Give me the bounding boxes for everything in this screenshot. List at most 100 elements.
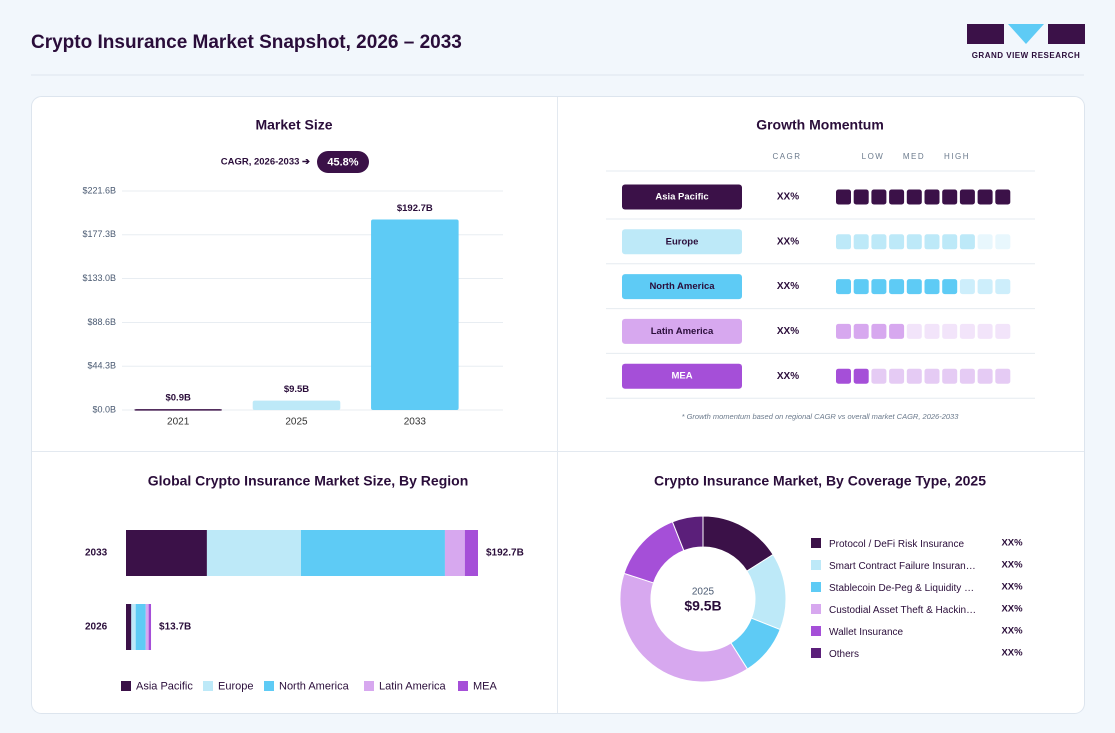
momentum-cell-empty [924, 323, 940, 339]
region-name: Latin America [651, 326, 714, 337]
legend-swatch [811, 626, 821, 636]
y-category-label: 2033 [85, 548, 108, 559]
donut-slice [671, 515, 704, 552]
column-header: CAGR [772, 152, 801, 161]
region-pill [622, 229, 742, 255]
bar-segment [126, 530, 207, 576]
bar-segment [148, 604, 152, 650]
legend-label: Stablecoin De-Peg & Liquidity … [829, 583, 974, 594]
column-header: MED [903, 152, 925, 161]
region-name: Asia Pacific [655, 192, 708, 203]
momentum-cell [836, 323, 851, 339]
legend-swatch [811, 560, 821, 570]
momentum-cell-empty [995, 279, 1011, 295]
y-tick-label: $221.6B [82, 185, 116, 195]
momentum-cell [853, 368, 869, 384]
region-name: Europe [666, 236, 699, 247]
footnote: * Growth momentum based on regional CAGR… [682, 412, 960, 421]
logo-triangle [1008, 24, 1044, 44]
share-label: XX% [1001, 582, 1023, 593]
region-pill [622, 363, 742, 389]
x-tick-label: 2033 [404, 417, 427, 428]
value-label: $0.9B [165, 393, 190, 404]
cagr-label: CAGR, 2026-2033 ➔ [221, 157, 311, 168]
legend-label: Wallet Insurance [829, 627, 904, 638]
legend-label: Others [829, 649, 859, 660]
logo-text: GRAND VIEW RESEARCH [972, 51, 1081, 60]
momentum-cell-empty [871, 368, 887, 384]
y-tick-label: $88.6B [87, 317, 116, 327]
total-label: $192.7B [486, 548, 524, 559]
x-tick-label: 2021 [167, 417, 190, 428]
legend-swatch [203, 681, 213, 691]
momentum-cell [853, 234, 869, 250]
chart-title: Growth Momentum [756, 117, 884, 133]
logo-block [1048, 24, 1085, 44]
momentum-cell [995, 189, 1011, 205]
legend-label: Latin America [379, 680, 447, 692]
momentum-cell [924, 234, 940, 250]
bar-segment [444, 530, 465, 576]
chart-title: Crypto Insurance Market, By Coverage Typ… [654, 473, 986, 489]
momentum-cell [889, 323, 905, 339]
momentum-cell [906, 189, 922, 205]
momentum-cell-empty [977, 368, 993, 384]
cagr-cell: XX% [777, 326, 799, 337]
momentum-cell [906, 279, 922, 295]
bar-segment [135, 604, 146, 650]
center-label: 2025 [692, 587, 715, 598]
bar-segment [464, 530, 478, 576]
share-label: XX% [1001, 538, 1023, 549]
momentum-cell-empty [959, 368, 975, 384]
bar-segment [126, 604, 132, 650]
cagr-cell: XX% [777, 281, 799, 292]
legend-label: Europe [218, 680, 253, 692]
share-label: XX% [1001, 626, 1023, 637]
share-label: XX% [1001, 604, 1023, 615]
legend-label: Asia Pacific [136, 680, 193, 692]
momentum-cell [836, 368, 851, 384]
legend-swatch [811, 582, 821, 592]
chart-title: Market Size [255, 117, 332, 133]
bar-segment [131, 604, 136, 650]
cagr-badge [317, 151, 369, 173]
bar-segment [206, 530, 301, 576]
momentum-cell [871, 189, 887, 205]
bar-segment [300, 530, 445, 576]
bar-segment [145, 604, 149, 650]
cagr-cell: XX% [777, 236, 799, 247]
value-label: $192.7B [397, 203, 433, 214]
momentum-cell [889, 279, 905, 295]
y-tick-label: $44.3B [87, 361, 116, 371]
momentum-cell [836, 234, 851, 250]
momentum-cell [853, 189, 869, 205]
momentum-cell [942, 234, 958, 250]
momentum-cell [906, 234, 922, 250]
column-header: HIGH [944, 152, 970, 161]
y-tick-label: $133.0B [82, 273, 116, 283]
legend-label: Protocol / DeFi Risk Insurance [829, 539, 964, 550]
legend-label: Smart Contract Failure Insuran… [829, 561, 976, 572]
y-tick-label: $0.0B [92, 404, 116, 414]
momentum-cell-empty [995, 323, 1011, 339]
region-pill [622, 318, 742, 344]
momentum-cell-empty [906, 368, 922, 384]
momentum-cell [889, 189, 905, 205]
momentum-cell [871, 234, 887, 250]
momentum-cell [836, 279, 851, 295]
momentum-cell-empty [995, 368, 1011, 384]
momentum-cell [871, 323, 887, 339]
chart-title: Global Crypto Insurance Market Size, By … [148, 473, 469, 489]
logo-block [967, 24, 1004, 44]
bar [371, 219, 459, 410]
y-category-label: 2026 [85, 622, 108, 633]
momentum-cell [942, 189, 958, 205]
momentum-cell [871, 279, 887, 295]
region-pill [622, 274, 742, 300]
bar [252, 400, 341, 410]
cagr-cell: XX% [777, 371, 799, 382]
momentum-cell-empty [942, 323, 958, 339]
momentum-cell [853, 323, 869, 339]
